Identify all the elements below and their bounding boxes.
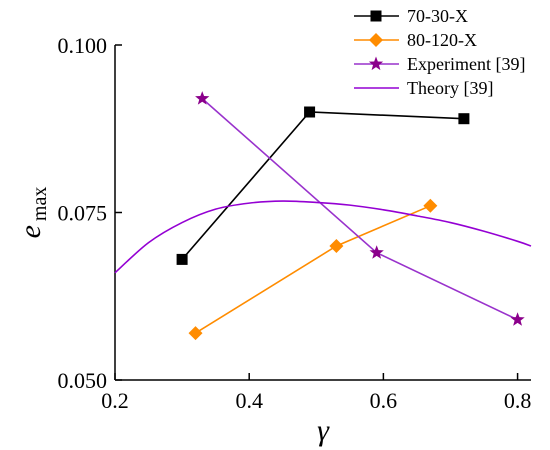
x-tick-label: 0.8: [504, 388, 532, 413]
legend-entry: 80-120-X: [354, 30, 477, 50]
legend-label: Experiment [39]: [407, 54, 525, 74]
data-point: [176, 253, 188, 265]
data-point: [369, 245, 384, 259]
data-point: [195, 91, 210, 105]
ticks: 0.2 0.4 0.6 0.8 0.050 0.075 0.100: [58, 33, 532, 413]
series-line: [181, 111, 464, 260]
y-tick-label: 0.075: [58, 201, 108, 226]
legend-entry: Experiment [39]: [354, 54, 525, 74]
x-axis-label: γ: [317, 414, 330, 447]
legend-entry: Theory [39]: [354, 78, 493, 98]
series-1: [188, 198, 438, 341]
series-0: [176, 106, 470, 265]
y-tick-label: 0.050: [58, 368, 108, 393]
x-tick-label: 0.4: [235, 388, 263, 413]
y-axis-label: e max: [14, 187, 51, 239]
series-curve: [114, 200, 532, 274]
series-line: [195, 205, 431, 334]
x-tick-label: 0.6: [370, 388, 398, 413]
legend-label: Theory [39]: [407, 78, 493, 98]
series-3: [114, 200, 532, 274]
legend-label: 70-30-X: [407, 6, 468, 26]
series-line: [201, 98, 518, 321]
data-point: [188, 326, 203, 341]
data-point: [423, 198, 438, 213]
data-point: [329, 239, 344, 253]
legend-marker: [369, 33, 383, 47]
series-layer: [114, 91, 532, 341]
y-tick-label: 0.100: [58, 33, 108, 58]
y-axis-label-main: e: [14, 225, 47, 238]
series-2: [195, 91, 525, 326]
data-point: [458, 113, 470, 125]
legend-marker: [370, 10, 382, 22]
legend-marker: [368, 56, 384, 71]
x-tick-label: 0.2: [101, 388, 129, 413]
legend-label: 80-120-X: [407, 30, 477, 50]
data-point: [304, 106, 316, 118]
data-point: [510, 312, 525, 326]
legend: 70-30-X 80-120-X Experiment [39] Theory [39…: [354, 6, 525, 98]
y-axis-label-sub: max: [29, 187, 51, 221]
legend-entry: 70-30-X: [354, 6, 468, 26]
